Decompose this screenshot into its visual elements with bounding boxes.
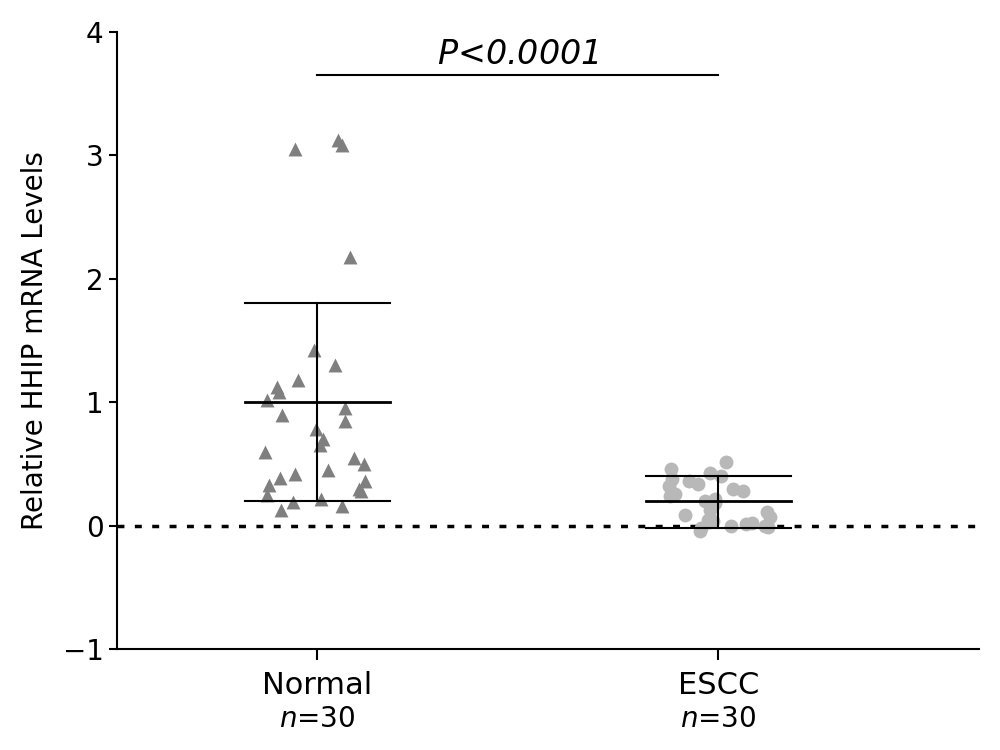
Text: $n$=30: $n$=30: [279, 705, 356, 733]
Point: [272, 472, 288, 484]
Point: [320, 464, 336, 476]
Point: [762, 511, 778, 523]
Point: [707, 493, 723, 505]
Point: [725, 483, 741, 495]
Point: [259, 394, 275, 406]
Point: [707, 497, 723, 509]
Point: [713, 470, 729, 482]
Y-axis label: Relative HHIP mRNA Levels: Relative HHIP mRNA Levels: [21, 151, 49, 530]
Point: [702, 466, 718, 478]
Point: [692, 525, 708, 537]
Point: [346, 452, 362, 464]
Point: [257, 446, 273, 458]
Point: [664, 472, 680, 484]
Point: [274, 409, 290, 421]
Point: [306, 344, 322, 356]
Point: [759, 506, 775, 518]
Point: [315, 433, 331, 445]
Point: [744, 518, 760, 530]
Point: [723, 520, 739, 532]
Text: $n$=30: $n$=30: [680, 705, 757, 733]
Point: [334, 140, 350, 152]
Point: [705, 514, 721, 526]
Point: [662, 490, 678, 502]
Point: [334, 500, 350, 512]
Point: [661, 480, 677, 492]
Point: [663, 463, 679, 475]
Text: Normal: Normal: [262, 671, 372, 700]
Point: [693, 522, 709, 534]
Point: [351, 483, 367, 495]
Point: [356, 458, 372, 470]
Point: [702, 504, 718, 516]
Text: ESCC: ESCC: [678, 671, 759, 700]
Point: [285, 496, 301, 508]
Point: [681, 476, 697, 488]
Point: [757, 520, 773, 532]
Point: [290, 374, 306, 386]
Point: [760, 521, 776, 533]
Point: [337, 403, 353, 415]
Point: [342, 251, 358, 262]
Point: [718, 455, 734, 467]
Point: [308, 424, 324, 436]
Point: [703, 500, 719, 512]
Point: [337, 415, 353, 427]
Point: [313, 493, 329, 505]
Point: [700, 514, 716, 526]
Point: [327, 359, 343, 371]
Point: [312, 440, 328, 452]
Point: [287, 468, 303, 480]
Point: [269, 382, 285, 394]
Text: $P$<0.0001: $P$<0.0001: [437, 38, 599, 71]
Point: [357, 476, 373, 488]
Point: [667, 488, 683, 500]
Point: [271, 386, 287, 398]
Point: [259, 489, 275, 501]
Point: [677, 509, 693, 520]
Point: [261, 479, 277, 491]
Point: [735, 485, 751, 497]
Point: [738, 518, 754, 530]
Point: [701, 516, 717, 528]
Point: [273, 504, 289, 516]
Point: [287, 143, 303, 155]
Point: [697, 495, 713, 507]
Point: [330, 134, 346, 146]
Point: [690, 478, 706, 490]
Point: [353, 485, 369, 497]
